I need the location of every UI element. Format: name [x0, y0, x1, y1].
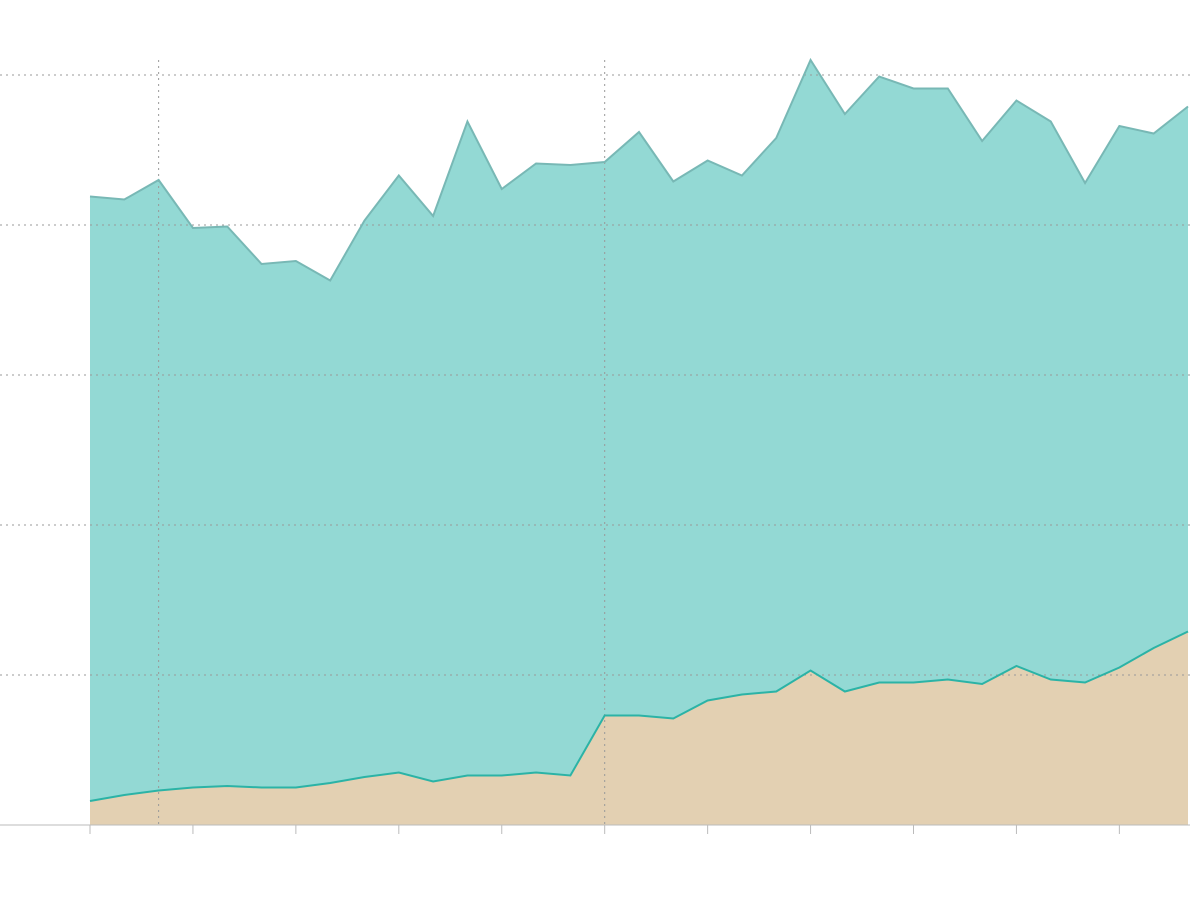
area-line	[89, 57, 1189, 282]
area	[90, 631, 1188, 825]
area	[90, 60, 1188, 801]
area-line	[89, 630, 1189, 802]
